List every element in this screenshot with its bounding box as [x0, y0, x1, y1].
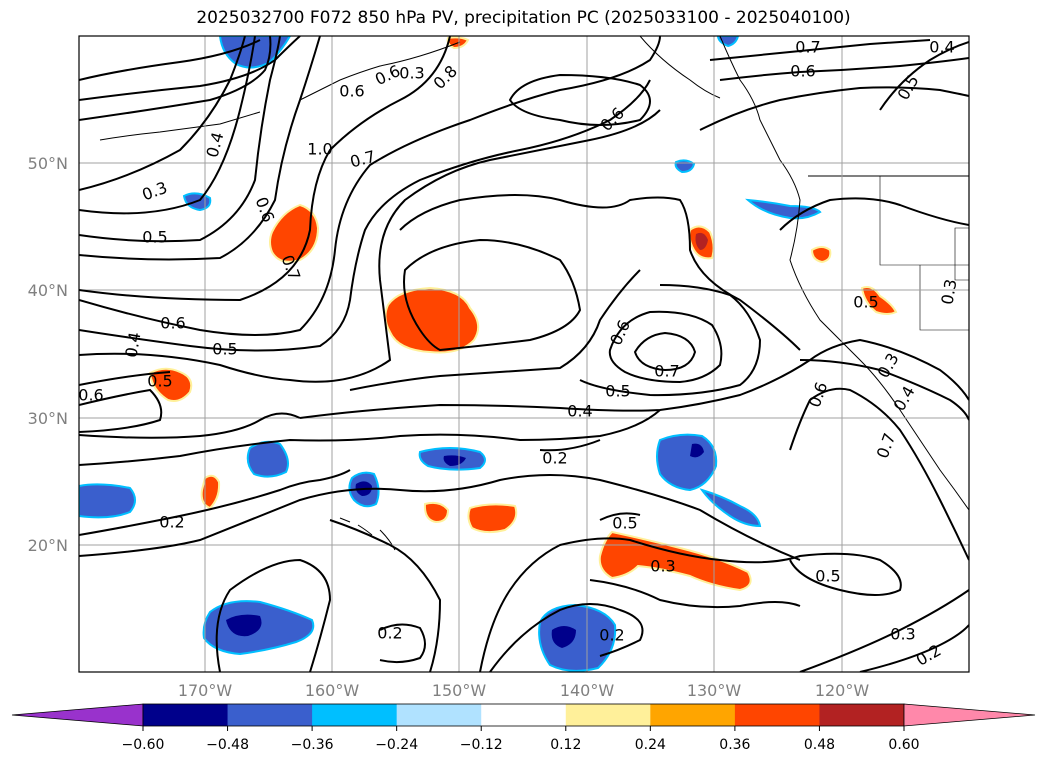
- precip-negative-blob: [716, 36, 740, 48]
- graticule: [79, 36, 969, 672]
- precip-positive-blob: [810, 246, 832, 264]
- lat-label-20n: 20°N: [28, 536, 68, 555]
- colorbar-segment: [734, 704, 820, 726]
- precip-positive-blob: [148, 367, 193, 402]
- contour-label: 0.3: [399, 64, 424, 83]
- contour-label: 0.7: [654, 362, 679, 381]
- contour-label: 0.6: [339, 82, 364, 101]
- contour-label: 0.7: [795, 38, 820, 57]
- colorbar-extend-min: [11, 703, 144, 727]
- colorbar-tick-label: 0.12: [550, 737, 581, 753]
- colorbar-segment: [143, 704, 229, 726]
- colorbar-tick-label: −0.12: [460, 737, 503, 753]
- contour-label: 0.4: [929, 38, 954, 57]
- precip-strong-negative: [690, 443, 704, 458]
- lat-label-50n: 50°N: [28, 154, 68, 173]
- contour-label: 0.2: [542, 449, 567, 468]
- colorbar-segment: [396, 704, 482, 726]
- precip-strong-negative: [443, 455, 466, 466]
- precip-positive-blob: [200, 474, 221, 510]
- colorbar-segments: [142, 703, 905, 727]
- lat-label-30n: 30°N: [28, 409, 68, 428]
- contour-label: 1.0: [307, 140, 332, 159]
- precip-negative-blob: [79, 483, 136, 519]
- colorbar-segment: [565, 704, 651, 726]
- contour-label: 0.4: [567, 402, 592, 421]
- colorbar-tick-label: 0.24: [635, 737, 666, 753]
- colorbar-tick-label: −0.24: [375, 737, 418, 753]
- contour-label: 0.3: [890, 625, 915, 644]
- contour-label: 0.5: [853, 293, 878, 312]
- contour-label: 0.5: [605, 382, 630, 401]
- coastlines: [99, 36, 969, 551]
- colorbar-segment: [650, 704, 736, 726]
- colorbar: −0.60 −0.48 −0.36 −0.24 −0.12 0.12 0.24 0.36 0.4…: [11, 703, 1036, 753]
- contour-label: 0.2: [377, 624, 402, 643]
- contour-label: 0.6: [160, 314, 185, 333]
- map-title: 2025032700 F072 850 hPa PV, precipitatio…: [196, 8, 851, 28]
- colorbar-tick-label: −0.36: [291, 737, 334, 753]
- colorbar-tick-label: 0.36: [719, 737, 750, 753]
- contour-label: 0.3: [650, 557, 675, 576]
- contour-label: 0.5: [147, 372, 172, 391]
- precip-positive-blob: [423, 501, 450, 524]
- precip-strong-negative: [551, 626, 576, 648]
- precip-negative-blob: [538, 603, 617, 672]
- colorbar-segment: [227, 704, 313, 726]
- contour-label: 0.6: [790, 62, 815, 81]
- contour-label: 0.4: [121, 331, 144, 359]
- pv-contours: [79, 36, 969, 672]
- precip-strong-positive: [695, 232, 708, 250]
- colorbar-segment: [819, 704, 905, 726]
- contour-label: 0.5: [212, 340, 237, 359]
- lon-label-130w: 130°W: [687, 681, 742, 700]
- colorbar-segment: [481, 704, 567, 726]
- latitude-labels: 50°N 40°N 30°N 20°N: [28, 154, 68, 555]
- precip-strong-negative: [226, 614, 262, 637]
- lon-label-170w: 170°W: [178, 681, 233, 700]
- colorbar-tick-label: −0.48: [206, 737, 249, 753]
- contour-label: 0.6: [78, 386, 103, 405]
- lon-label-160w: 160°W: [305, 681, 360, 700]
- longitude-labels: 170°W 160°W 150°W 140°W 130°W 120°W: [178, 681, 870, 700]
- precip-positive-blob: [384, 286, 480, 354]
- precip-positive-blob: [598, 530, 752, 592]
- colorbar-extend-max: [903, 703, 1036, 727]
- colorbar-ticks: −0.60 −0.48 −0.36 −0.24 −0.12 0.12 0.24 0.36 0.4…: [122, 726, 920, 753]
- contour-label: 0.2: [599, 626, 624, 645]
- lon-label-120w: 120°W: [815, 681, 870, 700]
- precip-positive-blob: [467, 503, 518, 534]
- contour-label: 0.5: [142, 228, 167, 247]
- map-frame: [78, 35, 970, 673]
- colorbar-tick-label: 0.48: [804, 737, 835, 753]
- precip-negative-blob: [246, 440, 289, 478]
- lat-label-40n: 40°N: [28, 281, 68, 300]
- colorbar-segment: [312, 704, 398, 726]
- lon-label-140w: 140°W: [560, 681, 615, 700]
- contour-label: 0.5: [815, 567, 840, 586]
- colorbar-tick-label: −0.60: [122, 737, 165, 753]
- precip-negative-blob: [699, 488, 762, 528]
- contour-label: 0.2: [159, 513, 184, 532]
- precipitation-shading: [79, 36, 898, 672]
- colorbar-tick-label: 0.60: [888, 737, 919, 753]
- precip-positive-blob: [269, 203, 320, 263]
- contour-label: 0.5: [612, 514, 637, 533]
- precip-negative-blob: [674, 159, 696, 174]
- contour-label: 0.3: [937, 278, 960, 306]
- lon-label-150w: 150°W: [432, 681, 487, 700]
